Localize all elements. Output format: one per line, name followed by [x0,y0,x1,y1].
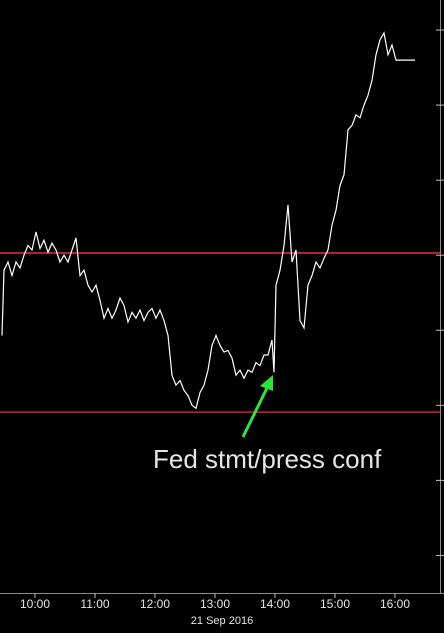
x-tick-label: 11:00 [80,597,109,611]
x-tick-label: 14:00 [260,597,290,611]
x-tick-label: 12:00 [140,597,170,611]
annotation-text: Fed stmt/press conf [153,444,382,474]
x-tick-label: 10:00 [20,597,50,611]
price-line [1,31,415,410]
x-tick-label: 13:00 [200,597,230,611]
annotation-arrow [241,385,270,438]
x-axis-label: 21 Sep 2016 [191,615,253,627]
annotation-arrowhead [260,375,273,391]
x-tick-label: 15:00 [320,597,350,611]
x-tick-label: 16:00 [380,597,410,611]
